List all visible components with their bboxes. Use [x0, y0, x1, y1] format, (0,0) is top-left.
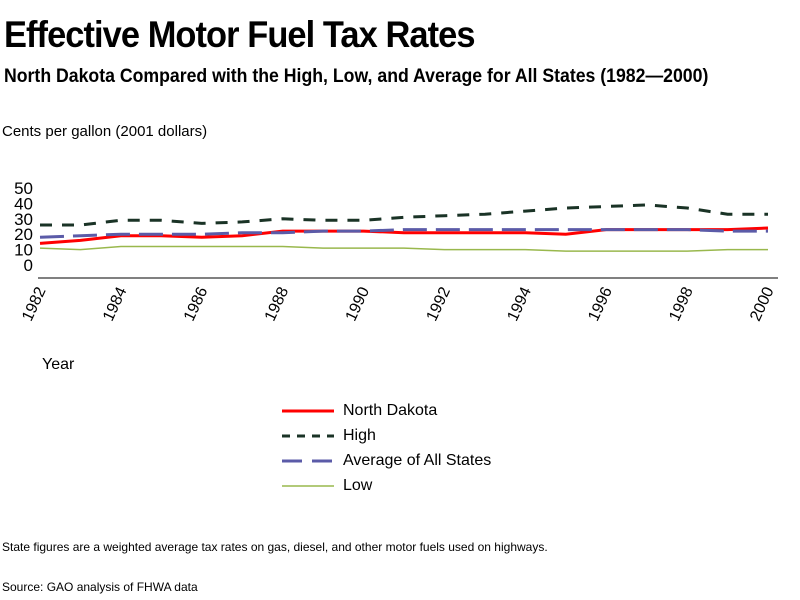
- legend-item-north-dakota: North Dakota: [282, 398, 491, 423]
- chart-title: Effective Motor Fuel Tax Rates: [4, 14, 475, 55]
- y-tick-label: 50: [14, 179, 33, 198]
- legend-label: North Dakota: [343, 401, 438, 419]
- legend-swatch-average: [282, 459, 334, 462]
- legend-item-average: Average of All States: [282, 448, 491, 473]
- legend-label: High: [343, 426, 376, 444]
- legend-swatch-north-dakota: [282, 409, 334, 412]
- y-tick-label: 0: [24, 256, 33, 275]
- chart-subtitle: North Dakota Compared with the High, Low…: [4, 66, 709, 87]
- x-tick-label: 1998: [666, 284, 696, 324]
- x-tick-label: 1984: [100, 284, 130, 324]
- legend-item-low: Low: [282, 473, 491, 498]
- legend-swatch-low: [282, 484, 334, 487]
- x-tick-label: 1992: [424, 284, 454, 324]
- footnote: State figures are a weighted average tax…: [2, 540, 548, 554]
- x-tick-label: 1982: [19, 284, 49, 324]
- series-lines: [39, 203, 769, 252]
- x-tick-label: 2000: [747, 284, 777, 324]
- legend-label: Low: [343, 476, 373, 494]
- series-line-high: [40, 203, 768, 227]
- source-note: Source: GAO analysis of FHWA data: [2, 580, 198, 594]
- x-tick-label: 1986: [181, 284, 211, 324]
- y-tick-label: 10: [14, 241, 33, 260]
- y-tick-label: 20: [14, 225, 33, 244]
- series-line-low: [39, 245, 768, 252]
- y-tick-label: 40: [14, 194, 33, 213]
- x-axis-ticks: 1982 1984 1986 1988 1990 1992 1994 1996 1998 2000: [19, 284, 777, 324]
- x-tick-label: 1994: [505, 284, 535, 324]
- series-line-average-of-all-states: [39, 228, 768, 239]
- legend: North Dakota High Average of All States …: [282, 398, 491, 498]
- y-tick-label: 30: [14, 210, 33, 229]
- x-tick-label: 1990: [343, 284, 373, 324]
- y-axis-units-label: Cents per gallon (2001 dollars): [2, 123, 208, 140]
- legend-label: Average of All States: [343, 451, 492, 469]
- legend-swatch-high: [282, 434, 334, 437]
- legend-item-high: High: [282, 423, 491, 448]
- x-axis-label: Year: [42, 356, 75, 373]
- x-tick-label: 1996: [585, 284, 615, 324]
- x-tick-label: 1988: [262, 284, 292, 324]
